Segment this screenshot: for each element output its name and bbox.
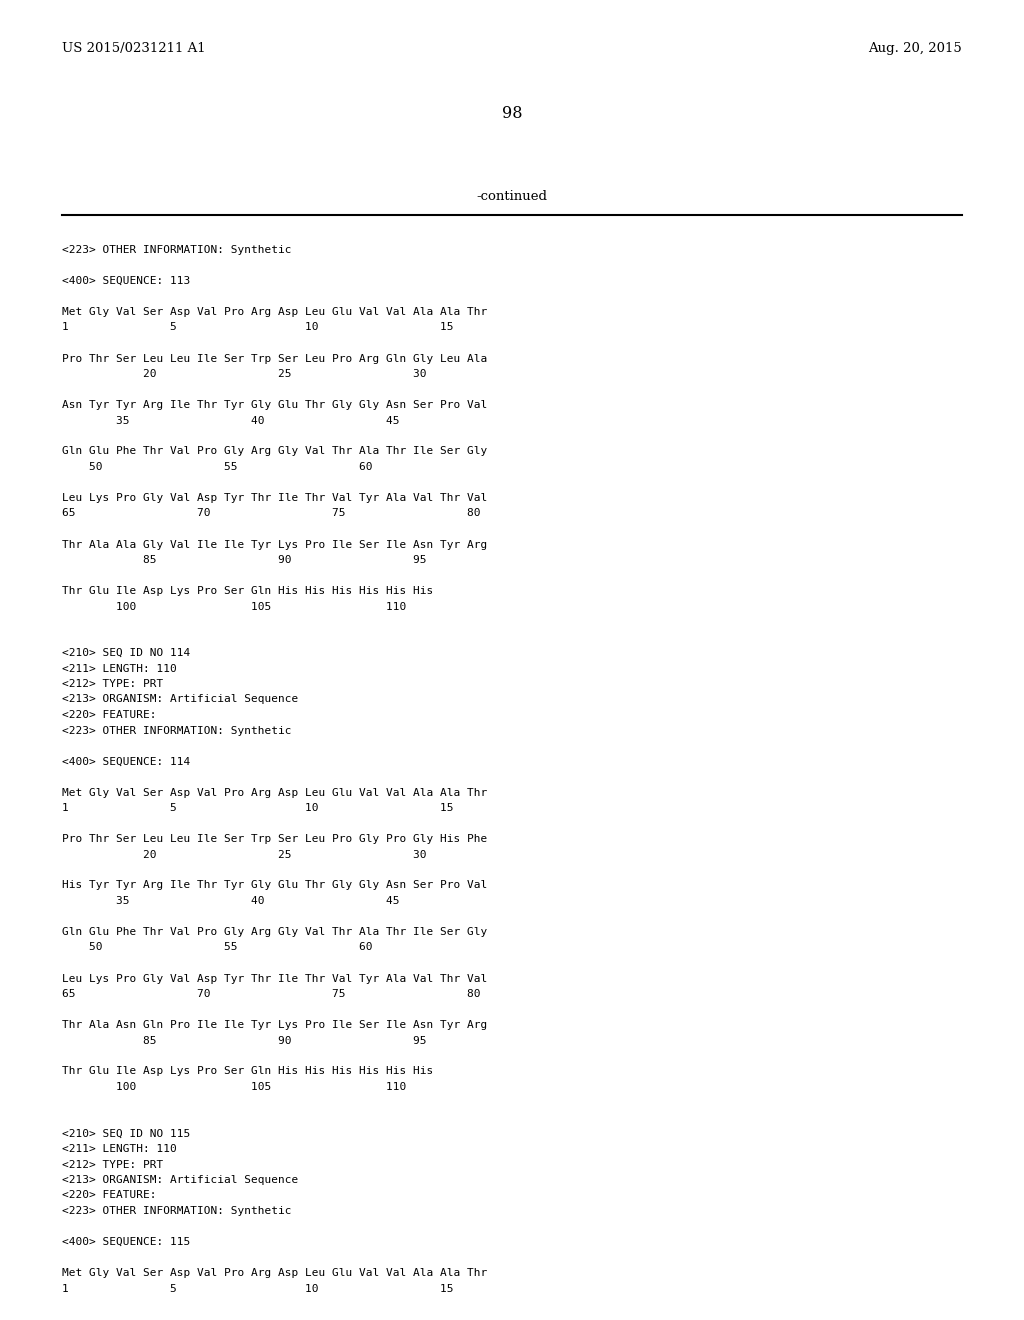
Text: 1               5                   10                  15: 1 5 10 15 bbox=[62, 803, 454, 813]
Text: 1               5                   10                  15: 1 5 10 15 bbox=[62, 322, 454, 333]
Text: <212> TYPE: PRT: <212> TYPE: PRT bbox=[62, 1159, 163, 1170]
Text: <400> SEQUENCE: 113: <400> SEQUENCE: 113 bbox=[62, 276, 190, 286]
Text: 35                  40                  45: 35 40 45 bbox=[62, 896, 399, 906]
Text: 100                 105                 110: 100 105 110 bbox=[62, 602, 407, 611]
Text: Met Gly Val Ser Asp Val Pro Arg Asp Leu Glu Val Val Ala Ala Thr: Met Gly Val Ser Asp Val Pro Arg Asp Leu … bbox=[62, 308, 487, 317]
Text: US 2015/0231211 A1: US 2015/0231211 A1 bbox=[62, 42, 206, 55]
Text: <220> FEATURE:: <220> FEATURE: bbox=[62, 1191, 157, 1200]
Text: Thr Glu Ile Asp Lys Pro Ser Gln His His His His His His: Thr Glu Ile Asp Lys Pro Ser Gln His His … bbox=[62, 586, 433, 597]
Text: Leu Lys Pro Gly Val Asp Tyr Thr Ile Thr Val Tyr Ala Val Thr Val: Leu Lys Pro Gly Val Asp Tyr Thr Ile Thr … bbox=[62, 974, 487, 983]
Text: 98: 98 bbox=[502, 106, 522, 121]
Text: Gln Glu Phe Thr Val Pro Gly Arg Gly Val Thr Ala Thr Ile Ser Gly: Gln Glu Phe Thr Val Pro Gly Arg Gly Val … bbox=[62, 927, 487, 937]
Text: 65                  70                  75                  80: 65 70 75 80 bbox=[62, 989, 480, 999]
Text: <210> SEQ ID NO 114: <210> SEQ ID NO 114 bbox=[62, 648, 190, 657]
Text: <210> SEQ ID NO 115: <210> SEQ ID NO 115 bbox=[62, 1129, 190, 1138]
Text: Thr Ala Ala Gly Val Ile Ile Tyr Lys Pro Ile Ser Ile Asn Tyr Arg: Thr Ala Ala Gly Val Ile Ile Tyr Lys Pro … bbox=[62, 540, 487, 549]
Text: Pro Thr Ser Leu Leu Ile Ser Trp Ser Leu Pro Gly Pro Gly His Phe: Pro Thr Ser Leu Leu Ile Ser Trp Ser Leu … bbox=[62, 834, 487, 843]
Text: Met Gly Val Ser Asp Val Pro Arg Asp Leu Glu Val Val Ala Ala Thr: Met Gly Val Ser Asp Val Pro Arg Asp Leu … bbox=[62, 788, 487, 797]
Text: Aug. 20, 2015: Aug. 20, 2015 bbox=[868, 42, 962, 55]
Text: Pro Thr Ser Leu Leu Ile Ser Trp Ser Leu Pro Arg Gln Gly Leu Ala: Pro Thr Ser Leu Leu Ile Ser Trp Ser Leu … bbox=[62, 354, 487, 363]
Text: <223> OTHER INFORMATION: Synthetic: <223> OTHER INFORMATION: Synthetic bbox=[62, 726, 292, 735]
Text: -continued: -continued bbox=[476, 190, 548, 203]
Text: <400> SEQUENCE: 114: <400> SEQUENCE: 114 bbox=[62, 756, 190, 767]
Text: 50                  55                  60: 50 55 60 bbox=[62, 942, 373, 953]
Text: <213> ORGANISM: Artificial Sequence: <213> ORGANISM: Artificial Sequence bbox=[62, 1175, 298, 1185]
Text: <223> OTHER INFORMATION: Synthetic: <223> OTHER INFORMATION: Synthetic bbox=[62, 1206, 292, 1216]
Text: Thr Glu Ile Asp Lys Pro Ser Gln His His His His His His: Thr Glu Ile Asp Lys Pro Ser Gln His His … bbox=[62, 1067, 433, 1077]
Text: <400> SEQUENCE: 115: <400> SEQUENCE: 115 bbox=[62, 1237, 190, 1247]
Text: <212> TYPE: PRT: <212> TYPE: PRT bbox=[62, 678, 163, 689]
Text: 1               5                   10                  15: 1 5 10 15 bbox=[62, 1283, 454, 1294]
Text: <220> FEATURE:: <220> FEATURE: bbox=[62, 710, 157, 719]
Text: 85                  90                  95: 85 90 95 bbox=[62, 1035, 427, 1045]
Text: Gln Glu Phe Thr Val Pro Gly Arg Gly Val Thr Ala Thr Ile Ser Gly: Gln Glu Phe Thr Val Pro Gly Arg Gly Val … bbox=[62, 446, 487, 457]
Text: 50                  55                  60: 50 55 60 bbox=[62, 462, 373, 473]
Text: <223> OTHER INFORMATION: Synthetic: <223> OTHER INFORMATION: Synthetic bbox=[62, 246, 292, 255]
Text: <211> LENGTH: 110: <211> LENGTH: 110 bbox=[62, 664, 177, 673]
Text: 65                  70                  75                  80: 65 70 75 80 bbox=[62, 508, 480, 519]
Text: 100                 105                 110: 100 105 110 bbox=[62, 1082, 407, 1092]
Text: His Tyr Tyr Arg Ile Thr Tyr Gly Glu Thr Gly Gly Asn Ser Pro Val: His Tyr Tyr Arg Ile Thr Tyr Gly Glu Thr … bbox=[62, 880, 487, 891]
Text: Met Gly Val Ser Asp Val Pro Arg Asp Leu Glu Val Val Ala Ala Thr: Met Gly Val Ser Asp Val Pro Arg Asp Leu … bbox=[62, 1269, 487, 1278]
Text: 20                  25                  30: 20 25 30 bbox=[62, 370, 427, 379]
Text: 20                  25                  30: 20 25 30 bbox=[62, 850, 427, 859]
Text: <213> ORGANISM: Artificial Sequence: <213> ORGANISM: Artificial Sequence bbox=[62, 694, 298, 705]
Text: Asn Tyr Tyr Arg Ile Thr Tyr Gly Glu Thr Gly Gly Asn Ser Pro Val: Asn Tyr Tyr Arg Ile Thr Tyr Gly Glu Thr … bbox=[62, 400, 487, 411]
Text: Leu Lys Pro Gly Val Asp Tyr Thr Ile Thr Val Tyr Ala Val Thr Val: Leu Lys Pro Gly Val Asp Tyr Thr Ile Thr … bbox=[62, 492, 487, 503]
Text: Thr Ala Asn Gln Pro Ile Ile Tyr Lys Pro Ile Ser Ile Asn Tyr Arg: Thr Ala Asn Gln Pro Ile Ile Tyr Lys Pro … bbox=[62, 1020, 487, 1030]
Text: 35                  40                  45: 35 40 45 bbox=[62, 416, 399, 425]
Text: <211> LENGTH: 110: <211> LENGTH: 110 bbox=[62, 1144, 177, 1154]
Text: 85                  90                  95: 85 90 95 bbox=[62, 554, 427, 565]
